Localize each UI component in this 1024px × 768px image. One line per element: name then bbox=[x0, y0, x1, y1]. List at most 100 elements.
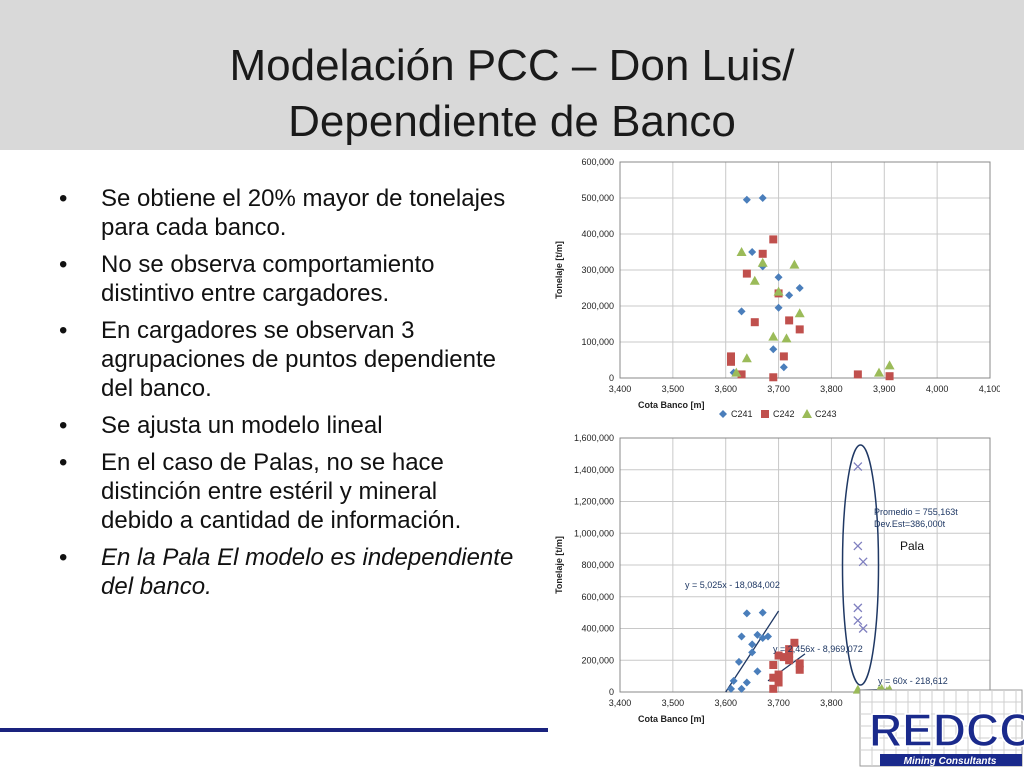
y-tick-label: 1,000,000 bbox=[574, 528, 614, 538]
data-point bbox=[874, 367, 884, 377]
bullet-item: • Se obtiene el 20% mayor de tonelajes pa… bbox=[55, 184, 515, 242]
data-point bbox=[769, 661, 778, 670]
data-point bbox=[741, 353, 752, 363]
data-point bbox=[748, 248, 757, 256]
data-point bbox=[727, 684, 735, 693]
data-point bbox=[853, 603, 863, 613]
logo-subtitle-band bbox=[880, 754, 1022, 766]
data-point bbox=[785, 316, 794, 325]
bullet-text: En cargadores se observan 3 agrupaciones… bbox=[101, 317, 496, 402]
data-point bbox=[737, 632, 746, 641]
y-tick-label: 600,000 bbox=[581, 157, 614, 167]
data-point bbox=[749, 275, 760, 285]
title-bar bbox=[0, 0, 1024, 150]
annotation-equation-c243: y = 60x - 218,612 bbox=[878, 676, 948, 686]
data-point bbox=[785, 645, 794, 654]
data-point bbox=[769, 345, 778, 354]
data-point bbox=[757, 257, 768, 267]
legend-label: C242 bbox=[773, 409, 795, 419]
series-c242 bbox=[727, 235, 894, 382]
y-tick-label: 400,000 bbox=[581, 624, 614, 634]
y-tick-label: 300,000 bbox=[581, 265, 614, 275]
data-point bbox=[789, 259, 800, 269]
bullet-text: Se ajusta un modelo lineal bbox=[101, 412, 383, 439]
slide-title: Modelación PCC – Don Luis/ Dependiente d… bbox=[0, 38, 1024, 150]
y-tick-label: 0 bbox=[609, 687, 614, 697]
data-point bbox=[742, 678, 751, 687]
bullet-item: • En cargadores se observan 3 agrupacione… bbox=[55, 316, 515, 403]
data-point bbox=[795, 665, 804, 674]
series-c241 bbox=[727, 608, 772, 693]
y-tick-label: 1,600,000 bbox=[574, 433, 614, 443]
bullet-list: • Se obtiene el 20% mayor de tonelajes pa… bbox=[55, 184, 515, 609]
x-tick-label: 3,600 bbox=[714, 384, 737, 394]
bullet-item: • En la Pala El modelo es independiente d… bbox=[55, 543, 515, 601]
data-point bbox=[794, 308, 805, 318]
bullet-item: • Se ajusta un modelo lineal bbox=[55, 411, 515, 440]
data-point bbox=[764, 632, 772, 641]
legend-label: C241 bbox=[731, 409, 753, 419]
bullet-item: • En el caso de Palas, no se hace distinc… bbox=[55, 448, 515, 535]
data-point bbox=[727, 352, 735, 361]
series-pala bbox=[853, 462, 868, 633]
y-tick-label: 0 bbox=[609, 373, 614, 383]
data-point bbox=[853, 541, 863, 551]
x-tick-label: 3,500 bbox=[662, 698, 685, 708]
annotation-equation-c241: y = 5,025x - 18,084,002 bbox=[685, 580, 780, 590]
logo-subtitle: Mining Consultants bbox=[904, 756, 997, 767]
data-point bbox=[790, 638, 799, 647]
divider-line bbox=[0, 728, 548, 732]
plot-area-border bbox=[619, 437, 991, 693]
y-tick-label: 200,000 bbox=[581, 655, 614, 665]
bullet-marker: • bbox=[59, 185, 68, 212]
data-point bbox=[727, 357, 735, 366]
data-point bbox=[742, 609, 751, 618]
annotation-dev-est: Dev.Est=386,000t bbox=[874, 519, 946, 529]
series-c243 bbox=[731, 247, 895, 377]
data-point bbox=[785, 649, 794, 658]
data-point bbox=[853, 616, 863, 626]
data-point bbox=[885, 372, 894, 381]
logo-wordmark: REDCO bbox=[869, 704, 1024, 756]
data-point bbox=[779, 352, 788, 361]
y-tick-label: 100,000 bbox=[581, 337, 614, 347]
y-tick-label: 800,000 bbox=[581, 560, 614, 570]
data-point bbox=[802, 409, 812, 418]
chart-grid bbox=[619, 161, 991, 379]
data-point bbox=[729, 676, 738, 685]
x-axis-label: Cota Banco [m] bbox=[638, 714, 705, 724]
data-point bbox=[795, 325, 804, 334]
data-point bbox=[719, 410, 727, 418]
data-point bbox=[785, 291, 794, 300]
x-tick-label: 3,800 bbox=[820, 384, 843, 394]
data-point bbox=[742, 195, 751, 204]
x-tick-label: 4,000 bbox=[926, 384, 949, 394]
x-tick-label: 3,800 bbox=[820, 698, 843, 708]
data-point bbox=[769, 373, 778, 382]
data-point bbox=[795, 659, 804, 668]
bullet-marker: • bbox=[59, 317, 68, 344]
x-tick-label: 3,700 bbox=[767, 698, 790, 708]
y-tick-label: 1,400,000 bbox=[574, 465, 614, 475]
slide-title-line1: Modelación PCC – Don Luis/ bbox=[229, 41, 795, 90]
bullet-text: Se obtiene el 20% mayor de tonelajes par… bbox=[101, 185, 506, 241]
bullet-marker: • bbox=[59, 544, 68, 571]
slide-title-line2: Dependiente de Banco bbox=[288, 97, 736, 146]
data-point bbox=[753, 667, 762, 676]
data-point bbox=[769, 684, 778, 693]
legend-entry: C242 bbox=[761, 409, 795, 419]
bullet-item: • No se observa comportamiento distintivo… bbox=[55, 250, 515, 308]
bullet-marker: • bbox=[59, 412, 68, 439]
series-c241 bbox=[729, 194, 804, 377]
data-point bbox=[736, 247, 747, 256]
data-point bbox=[768, 331, 779, 341]
data-point bbox=[779, 653, 788, 662]
x-tick-label: 3,600 bbox=[714, 698, 737, 708]
data-point bbox=[769, 235, 778, 244]
data-point bbox=[758, 608, 767, 617]
series-c242 bbox=[769, 638, 804, 693]
data-point bbox=[774, 678, 783, 687]
x-tick-label: 4,100 bbox=[979, 384, 1000, 394]
y-tick-label: 200,000 bbox=[581, 301, 614, 311]
bullet-marker: • bbox=[59, 449, 68, 476]
